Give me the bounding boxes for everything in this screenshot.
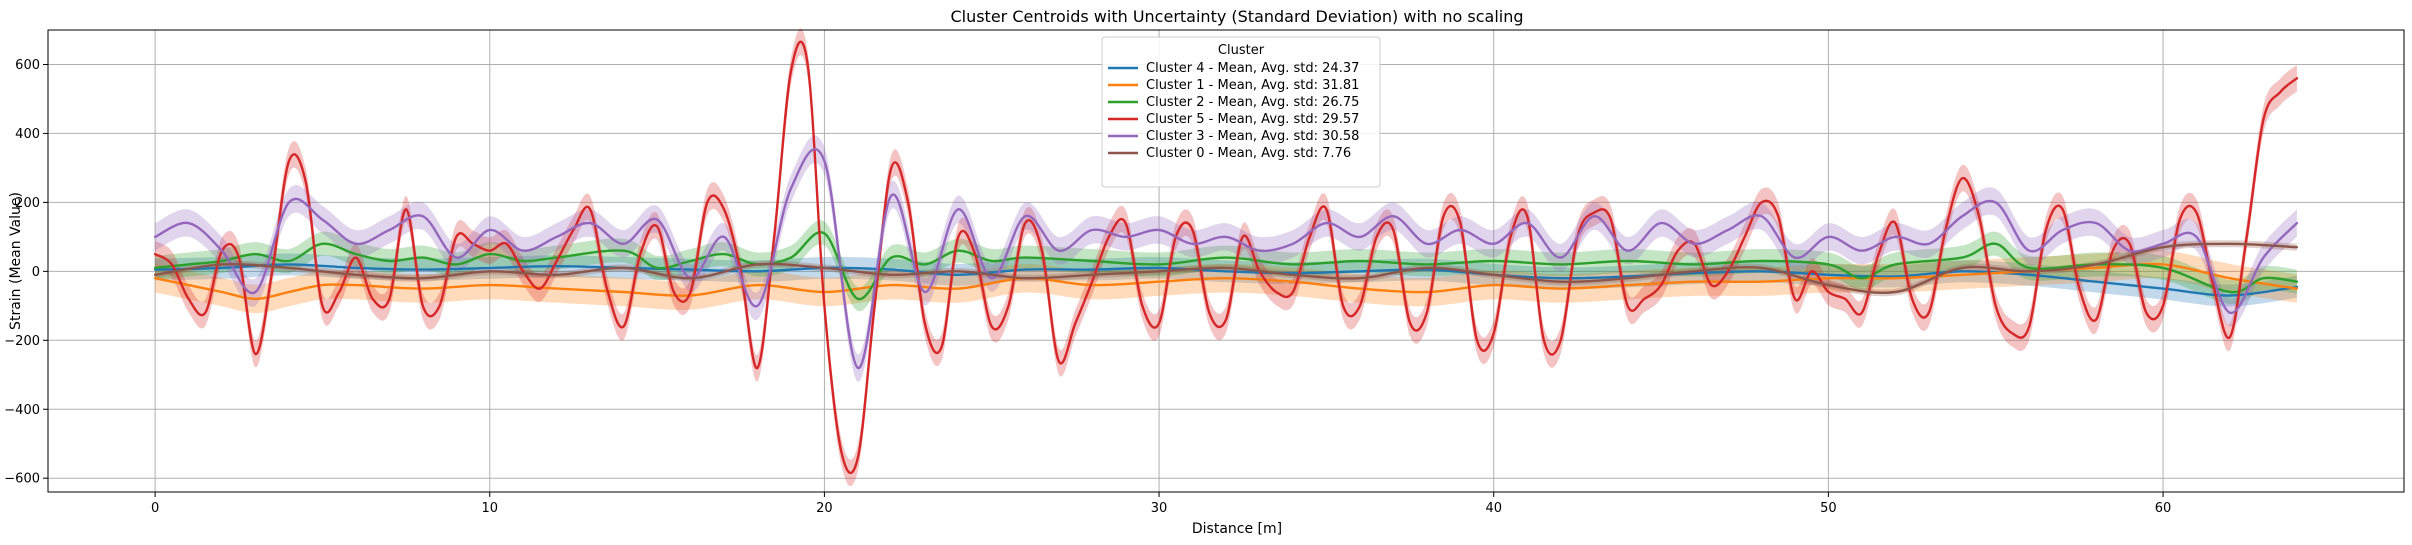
plot-frame — [47, 29, 2405, 493]
y-tick-label: −400 — [4, 403, 40, 418]
x-tick-label: 40 — [1485, 501, 1502, 516]
legend-entry-5: Cluster 0 - Mean, Avg. std: 7.76 — [1146, 146, 1351, 161]
series-line-1 — [153, 262, 2299, 301]
y-tick-label: −200 — [4, 334, 40, 349]
legend-box — [1101, 36, 1381, 188]
x-tick-label: 0 — [151, 501, 159, 516]
std-band-4 — [155, 135, 2297, 382]
legend-entry-4: Cluster 3 - Mean, Avg. std: 30.58 — [1146, 129, 1359, 144]
y-axis-title: Strain (Mean Value) — [8, 192, 24, 330]
legend-title: Cluster — [1218, 43, 1265, 58]
series-line-5 — [153, 242, 2299, 294]
x-tick-label: 10 — [481, 501, 498, 516]
x-tick-label: 30 — [1151, 501, 1168, 516]
y-tick-label: −600 — [4, 472, 40, 487]
std-band-2 — [155, 220, 2297, 312]
series-lines — [153, 40, 2299, 474]
ticks: 0 10 20 30 40 50 60 −600 −400 −200 0 200 400 600 — [4, 58, 2171, 516]
legend-entry-3: Cluster 5 - Mean, Avg. std: 29.57 — [1146, 112, 1359, 127]
y-tick-label: 200 — [15, 196, 40, 211]
x-tick-label: 60 — [2155, 501, 2172, 516]
series-line-4 — [153, 148, 2299, 370]
std-band-1 — [155, 249, 2297, 314]
x-tick-label: 20 — [816, 501, 833, 516]
legend-items: Cluster 4 - Mean, Avg. std: 24.37 Cluster… — [1108, 61, 1359, 161]
series-line-0 — [153, 263, 2299, 297]
y-tick-label: 400 — [15, 127, 40, 142]
y-tick-label: 600 — [15, 58, 40, 73]
legend: Cluster Cluster 4 - Mean, Avg. std: 24.3… — [1101, 36, 1381, 188]
x-tick-label: 50 — [1820, 501, 1837, 516]
legend-entry-1: Cluster 1 - Mean, Avg. std: 31.81 — [1146, 78, 1359, 93]
x-axis-title: Distance [m] — [1192, 521, 1282, 537]
chart-title: Cluster Centroids with Uncertainty (Stan… — [950, 7, 1523, 26]
y-tick-label: 0 — [32, 265, 40, 280]
legend-entry-2: Cluster 2 - Mean, Avg. std: 26.75 — [1146, 95, 1359, 110]
series-line-3 — [153, 40, 2299, 474]
legend-entry-0: Cluster 4 - Mean, Avg. std: 24.37 — [1146, 61, 1359, 76]
